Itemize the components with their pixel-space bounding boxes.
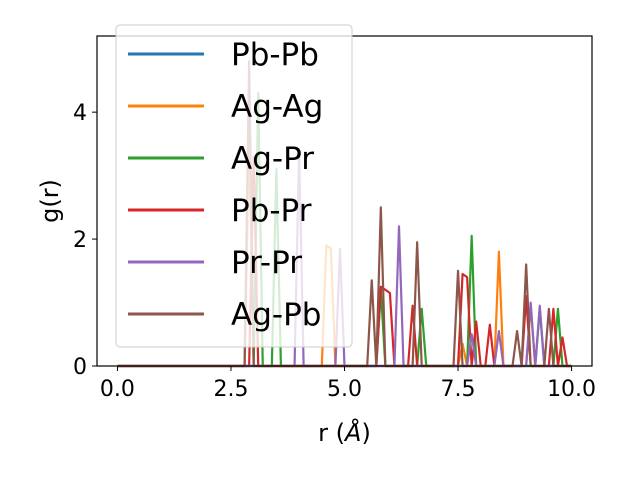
- legend-label-pb-pr: Pb-Pr: [231, 193, 312, 229]
- legend-label-pb-pb: Pb-Pb: [231, 37, 319, 73]
- legend-label-pr-pr: Pr-Pr: [231, 245, 302, 281]
- legend-label-ag-pr: Ag-Pr: [231, 141, 314, 177]
- x-tick-label: 0.0: [100, 377, 135, 402]
- x-tick-label: 7.5: [441, 377, 476, 402]
- x-tick-label: 5.0: [327, 377, 362, 402]
- y-tick-label: 2: [73, 228, 87, 253]
- legend-label-ag-ag: Ag-Ag: [231, 89, 323, 125]
- x-tick-label: 10.0: [547, 377, 596, 402]
- legend-label-ag-pb: Ag-Pb: [231, 297, 321, 333]
- y-axis-ticks: 0 2 4: [73, 101, 97, 380]
- y-axis-label: g(r): [36, 179, 64, 223]
- y-tick-label: 4: [73, 101, 87, 126]
- x-axis-ticks: 0.0 2.5 5.0 7.5 10.0: [100, 366, 596, 402]
- legend-entries: Pb-Pb Ag-Ag Ag-Pr Pb-Pr Pr-Pr Ag-Pb: [128, 37, 323, 333]
- legend: Pb-Pb Ag-Ag Ag-Pr Pb-Pr Pr-Pr Ag-Pb: [115, 24, 353, 348]
- x-tick-label: 2.5: [213, 377, 248, 402]
- y-tick-label: 0: [73, 355, 87, 380]
- x-axis-label: r (Å): [318, 418, 371, 447]
